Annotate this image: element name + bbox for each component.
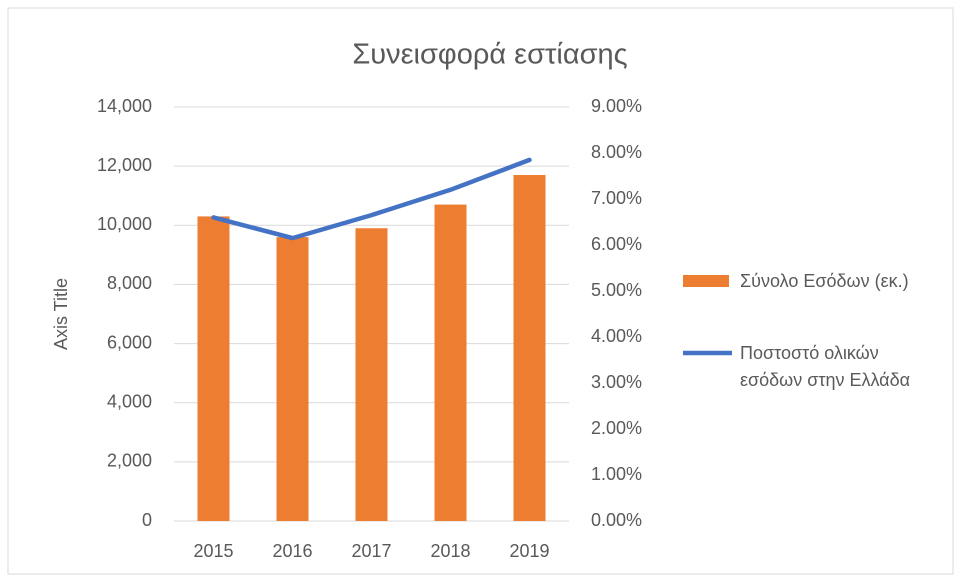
x-tick-label: 2017 (351, 541, 391, 561)
y-tick-label: 2,000 (107, 451, 152, 471)
y2-tick-label: 1.00% (591, 464, 642, 484)
chart-border (7, 7, 954, 575)
bar (513, 175, 546, 521)
y2-tick-label: 7.00% (591, 188, 642, 208)
y-tick-label: 8,000 (107, 273, 152, 293)
y-tick-label: 0 (142, 510, 152, 530)
y-tick-label: 12,000 (97, 155, 152, 175)
y-axis-title: Axis Title (51, 278, 71, 350)
bar (355, 228, 388, 521)
legend-swatch (683, 275, 729, 287)
y2-tick-label: 8.00% (591, 142, 642, 162)
x-tick-label: 2018 (430, 541, 470, 561)
y2-tick-label: 2.00% (591, 418, 642, 438)
y-tick-label: 4,000 (107, 391, 152, 411)
y-tick-label: 14,000 (97, 96, 152, 116)
y2-tick-label: 9.00% (591, 96, 642, 116)
bar (434, 204, 467, 522)
bar (197, 216, 230, 521)
chart-title: Συνεισφορά εστίασης (352, 39, 627, 71)
x-tick-label: 2015 (193, 541, 233, 561)
y2-tick-label: 6.00% (591, 234, 642, 254)
x-tick-label: 2019 (509, 541, 549, 561)
x-tick-label: 2016 (272, 541, 312, 561)
y2-tick-label: 5.00% (591, 280, 642, 300)
y-tick-label: 6,000 (107, 332, 152, 352)
bar (276, 237, 309, 521)
legend-label: Σύνολο Εσόδων (εκ.) (740, 271, 909, 291)
y2-tick-label: 0.00% (591, 510, 642, 530)
legend-label: Ποστοστό ολικών εσόδων στην Ελλάδα (740, 343, 911, 390)
line (211, 157, 532, 241)
y2-tick-label: 4.00% (591, 326, 642, 346)
y2-tick-label: 3.00% (591, 372, 642, 392)
y-tick-label: 10,000 (97, 214, 152, 234)
